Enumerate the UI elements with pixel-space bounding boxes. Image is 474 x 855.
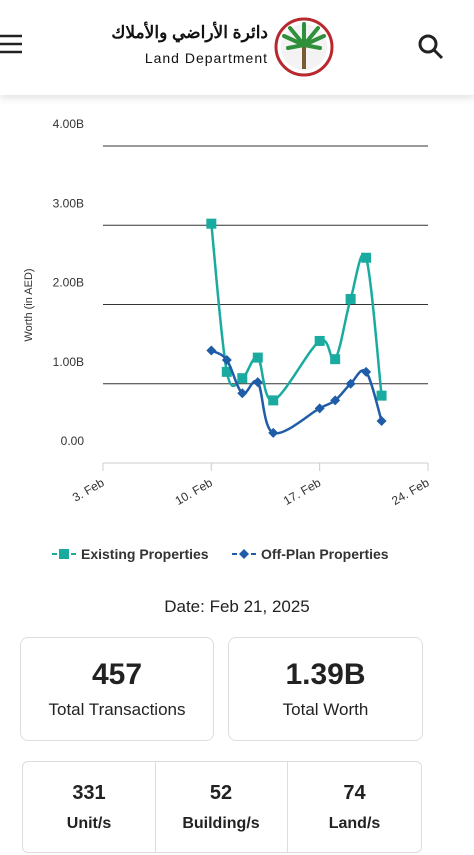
data-point [268, 427, 279, 438]
data-point [221, 354, 232, 365]
data-point [361, 366, 372, 377]
card: 1.39B Total Worth [228, 637, 423, 741]
data-point [314, 403, 325, 414]
logo-emblem [274, 17, 334, 77]
data-point [361, 252, 372, 263]
header: دائرة الأراضي والأملاك Land Department [0, 0, 474, 95]
counts-card: 331 Unit/s 52 Building/s 74 Land/s [22, 761, 422, 853]
legend-marker [59, 549, 69, 559]
search-button[interactable] [418, 34, 444, 60]
legend-label[interactable]: Existing Properties [81, 546, 209, 562]
data-point [237, 373, 248, 384]
y-tick-label: 1.00B [53, 355, 84, 369]
count-value: 74 [343, 782, 366, 804]
data-point [314, 335, 325, 346]
count-label: Unit/s [66, 815, 112, 832]
card-label: Total Worth [282, 700, 369, 719]
count-label: Land/s [328, 815, 381, 832]
series-line [210, 349, 383, 435]
data-point [268, 395, 279, 406]
data-point [252, 352, 263, 363]
logo-arabic: دائرة الأراضي والأملاك [111, 21, 268, 43]
series-line [210, 223, 383, 402]
x-tick-label: 3. Feb [70, 475, 107, 504]
card-value: 1.39B [285, 658, 366, 691]
data-point [221, 366, 232, 377]
y-tick-label: 3.00B [53, 196, 84, 210]
count-value: 52 [209, 782, 233, 804]
x-tick-label: 17. Feb [281, 475, 324, 508]
data-point [330, 395, 341, 406]
y-tick-label: 2.00B [53, 276, 84, 290]
data-point [345, 293, 356, 304]
y-axis-title: Worth (in AED) [23, 268, 35, 341]
count-cell: 52 Building/s [155, 762, 288, 852]
data-point [252, 377, 263, 388]
legend-label[interactable]: Off-Plan Properties [261, 546, 389, 562]
card-value: 457 [91, 658, 143, 691]
data-point [206, 345, 217, 356]
y-tick-label: 4.00B [53, 117, 84, 131]
x-tick-label: 10. Feb [173, 475, 216, 508]
date-label: Date: Feb 21, 2025 [164, 597, 310, 616]
data-point [237, 388, 248, 399]
data-point [330, 354, 341, 365]
chart: Worth (in AED) 0.00 1.00B 2.00B 3.00B 4.00B 3… [23, 117, 432, 508]
card-label: Total Transactions [48, 700, 186, 719]
count-value: 331 [72, 782, 106, 804]
data-point [376, 390, 387, 401]
legend-marker [239, 549, 249, 559]
x-tick-label: 24. Feb [389, 475, 432, 508]
logo-english: Land Department [145, 50, 268, 66]
data-point [376, 415, 387, 426]
legend: Existing Properties Off-Plan Properties [52, 546, 389, 562]
y-tick-label: 0.00 [61, 434, 85, 448]
card: 457 Total Transactions [20, 637, 214, 741]
data-point [345, 378, 356, 389]
data-point [206, 218, 217, 229]
count-cell: 74 Land/s [288, 762, 421, 852]
count-cell: 331 Unit/s [23, 762, 156, 852]
count-label: Building/s [182, 815, 260, 832]
menu-button[interactable] [0, 34, 22, 54]
header-graphics: دائرة الأراضي والأملاك Land Department [0, 17, 444, 77]
